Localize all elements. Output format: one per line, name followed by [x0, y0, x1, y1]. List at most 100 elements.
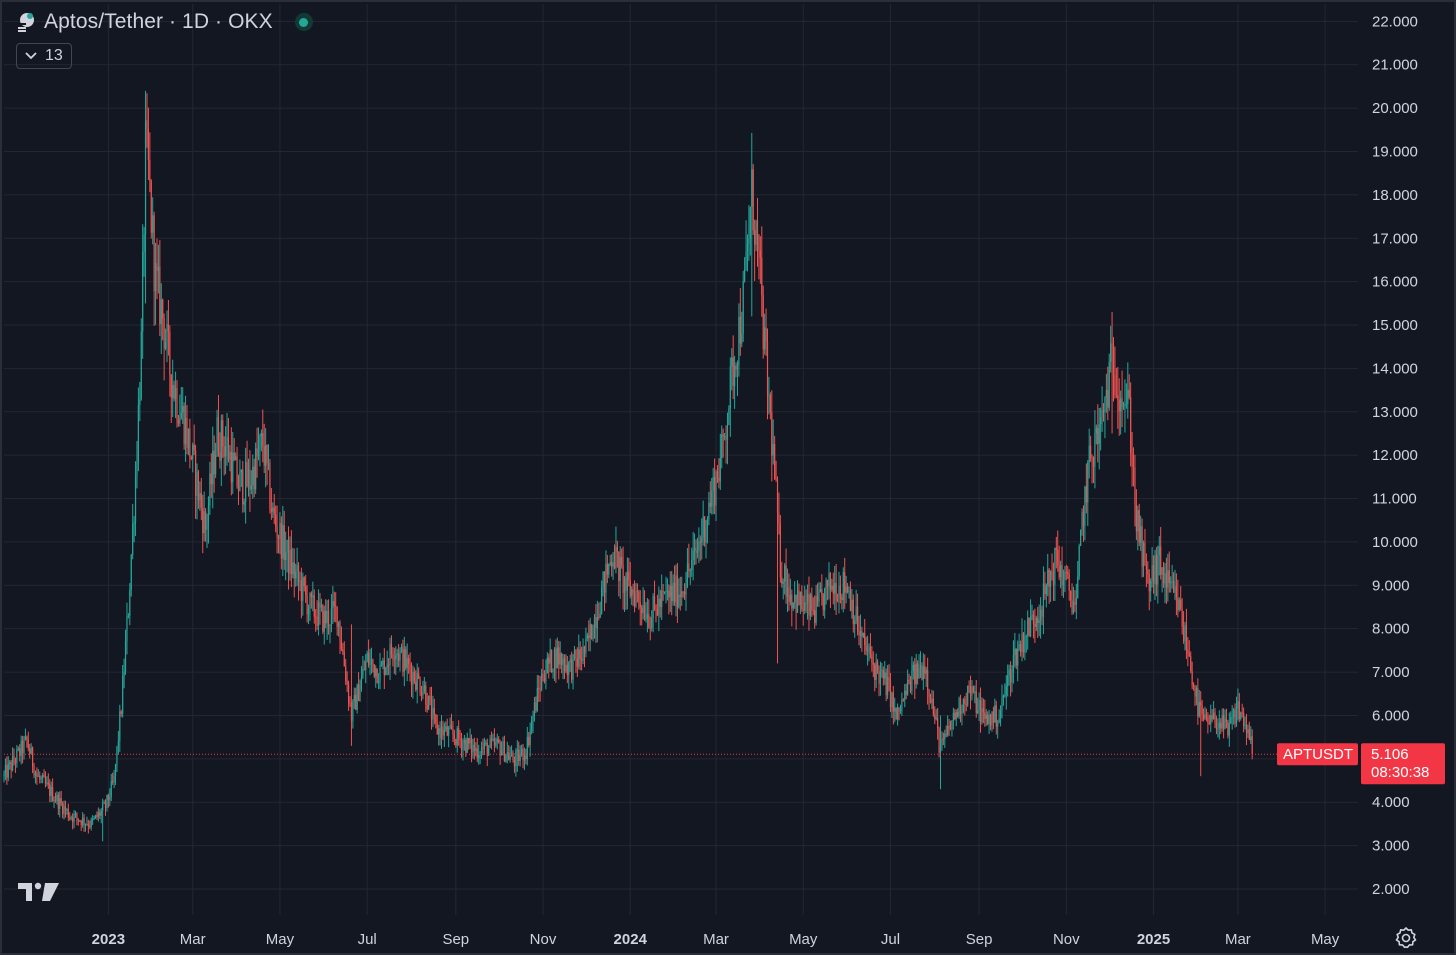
chart-header: Aptos/Tether · 1D · OKX: [16, 10, 313, 34]
price-axis[interactable]: 22.000 21.000 20.000 19.000 18.000 17.000 16.0…: [1372, 13, 1418, 898]
candle-body: [855, 606, 857, 621]
candle-body: [854, 620, 856, 624]
candle-body: [1058, 565, 1060, 578]
candle-body: [1191, 671, 1193, 686]
candle-body: [947, 725, 949, 735]
candle-body: [350, 702, 353, 721]
time-axis[interactable]: 2023 Mar May Jul Sep Nov 2024 Mar May Jul Sep Nov 20…: [92, 931, 1340, 948]
indicators-toggle-button[interactable]: 13: [16, 43, 72, 69]
candle-body: [92, 819, 94, 821]
candle-body: [1205, 714, 1208, 717]
candle-body: [742, 281, 744, 334]
market-open-status-icon[interactable]: [294, 13, 313, 31]
candle-body: [310, 593, 313, 598]
candle-body: [804, 602, 806, 611]
candle-body: [184, 417, 187, 445]
price-tick-label: 3.000: [1372, 838, 1410, 855]
candle-body: [379, 665, 381, 682]
candle-body: [914, 664, 916, 685]
candle-body: [99, 812, 101, 816]
candle-body: [552, 670, 554, 672]
price-tick-label: 17.000: [1372, 230, 1418, 247]
candle-body: [1118, 399, 1120, 412]
candle-body: [452, 728, 454, 736]
candle-body: [892, 692, 894, 712]
candle-body: [530, 720, 533, 731]
candle-body: [1100, 417, 1102, 425]
candle-body: [389, 644, 391, 665]
candle-body: [1095, 427, 1097, 434]
time-tick-label: Mar: [180, 931, 206, 948]
candle-body: [824, 588, 826, 611]
candle-body: [21, 740, 24, 754]
candle-body: [815, 596, 817, 623]
candle-body: [949, 728, 952, 730]
candle-body: [795, 594, 797, 613]
candle-body: [365, 661, 367, 671]
candle-body: [23, 739, 25, 754]
candle-body: [346, 681, 348, 685]
candle-body: [1027, 617, 1029, 636]
candle-body: [938, 728, 940, 753]
candle-body: [369, 660, 371, 665]
candle-body: [249, 469, 251, 490]
candle-body: [240, 469, 242, 473]
candle-body: [1075, 597, 1077, 605]
settings-gear-icon[interactable]: [1394, 926, 1418, 950]
candle-body: [359, 689, 361, 701]
candle-body: [1009, 669, 1012, 683]
candle-body: [152, 215, 154, 233]
candle-body: [253, 466, 255, 490]
candle-body: [675, 575, 677, 603]
candle-body: [29, 748, 31, 754]
candle-body: [162, 299, 164, 319]
candle-body: [935, 717, 937, 720]
candle-body: [190, 457, 192, 460]
candle-body: [1022, 633, 1025, 653]
candle-body: [1168, 570, 1170, 583]
candle-body: [395, 655, 397, 660]
candle-body: [383, 660, 385, 675]
candle-body: [1161, 567, 1163, 575]
candle-body: [1039, 609, 1042, 621]
tradingview-logo-icon[interactable]: [18, 879, 60, 903]
candle-body: [961, 711, 963, 715]
candle-body: [639, 601, 641, 608]
candle-body: [169, 331, 171, 375]
candle-body: [927, 670, 929, 690]
candle-body: [1185, 624, 1188, 650]
candle-body: [478, 755, 480, 759]
candle-body: [429, 695, 431, 700]
candle-body: [945, 733, 947, 735]
candle-body: [1065, 571, 1067, 573]
price-tick-label: 15.000: [1372, 317, 1418, 334]
candle-body: [981, 708, 983, 723]
candle-body: [904, 690, 906, 701]
candle-body: [1243, 712, 1245, 726]
candle-body: [428, 695, 430, 710]
candle-body: [825, 580, 827, 589]
candle-body: [1001, 697, 1003, 711]
candle-body: [533, 702, 536, 716]
candle-body: [1233, 709, 1235, 718]
candle-body: [585, 638, 587, 654]
candle-body: [958, 698, 960, 717]
candle-body: [412, 671, 414, 685]
candle-body: [611, 562, 613, 567]
candle-body: [179, 418, 181, 424]
candle-body: [1181, 608, 1183, 627]
candle-body: [731, 357, 733, 367]
candle-body: [120, 711, 122, 714]
candle-body: [353, 694, 355, 702]
candle-body: [172, 385, 174, 398]
candle-body: [229, 451, 231, 460]
candle-body: [861, 630, 863, 637]
candle-body: [449, 724, 451, 729]
candle-body: [247, 469, 250, 486]
chart-title[interactable]: Aptos/Tether · 1D · OKX: [44, 10, 273, 33]
candle-body: [876, 661, 879, 671]
candle-body: [493, 738, 496, 746]
candle-body: [811, 594, 813, 611]
candle-body: [988, 714, 990, 724]
